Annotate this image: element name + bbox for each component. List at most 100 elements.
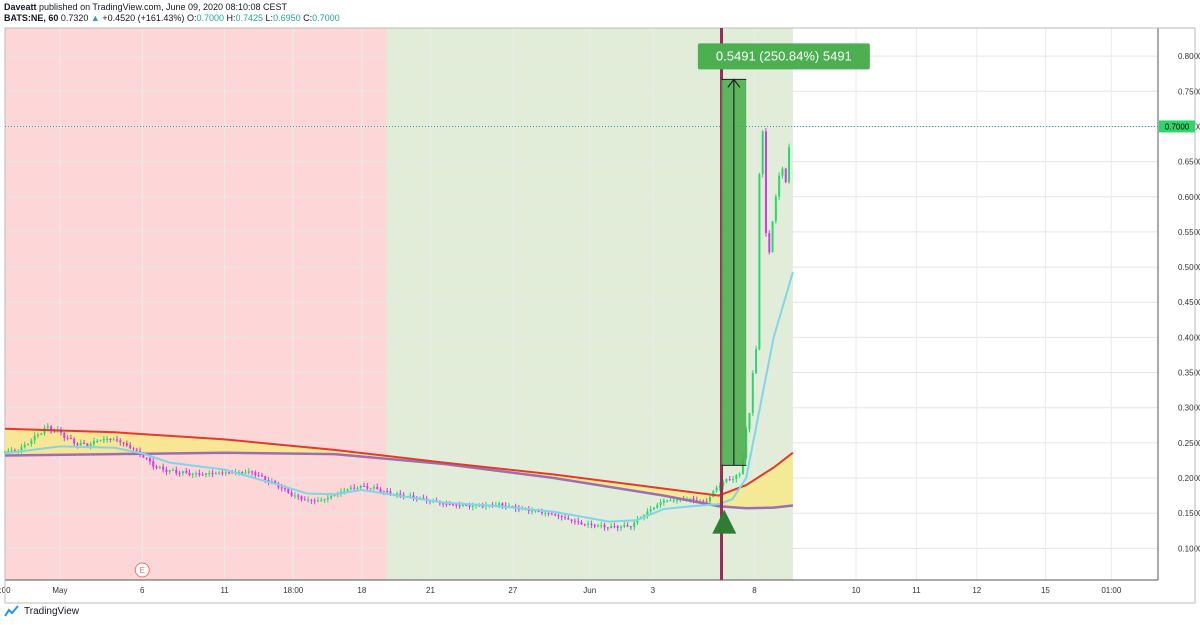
bear-zone <box>5 28 387 580</box>
candle-body <box>666 500 669 502</box>
earnings-marker-label: E <box>140 566 145 575</box>
candle-body <box>386 491 389 493</box>
candle-body <box>550 513 553 515</box>
candle-body <box>396 493 399 496</box>
publish-line: Daveatt published on TradingView.com, Ju… <box>4 2 340 13</box>
candle-body <box>771 221 774 253</box>
candle-body <box>382 491 385 493</box>
candle-body <box>728 479 731 481</box>
candle-body <box>616 526 619 528</box>
candle-body <box>33 435 36 441</box>
candle-body <box>89 444 92 447</box>
candle-body <box>676 499 679 501</box>
candle-body <box>224 472 227 474</box>
candle-body <box>369 488 372 490</box>
candle-body <box>379 489 382 492</box>
candle-body <box>303 499 306 501</box>
candle-body <box>735 475 738 480</box>
candle-body <box>452 504 455 506</box>
candle-body <box>297 495 300 497</box>
candle-body <box>511 506 514 508</box>
candle-body <box>92 441 95 445</box>
candle-body <box>702 500 705 502</box>
candle-body <box>458 505 461 507</box>
last-price: 0.7320 <box>60 13 89 23</box>
x-tick-label: 11 <box>220 586 229 595</box>
candle-body <box>629 526 632 528</box>
candle-body <box>96 440 99 442</box>
candle-body <box>741 457 744 475</box>
ema-slow-line <box>4 451 794 510</box>
close-value: 0.7000 <box>312 13 340 23</box>
candle-body <box>293 495 296 497</box>
candle-body <box>287 488 290 493</box>
candle-body <box>201 474 204 476</box>
candle-body <box>758 174 761 350</box>
chart-header: Daveatt published on TradingView.com, Ju… <box>4 2 340 24</box>
candle-body <box>122 442 125 444</box>
candle-body <box>76 443 79 446</box>
low-value: 0.6950 <box>273 13 301 23</box>
candle-body <box>455 504 458 506</box>
x-tick-label: 15 <box>1041 586 1050 595</box>
candle-body <box>36 434 39 436</box>
candle-body <box>537 510 540 513</box>
author-name[interactable]: Daveatt <box>4 2 37 12</box>
candle-body <box>784 168 787 183</box>
candle-body <box>300 496 303 500</box>
candle-body <box>280 487 283 489</box>
candle-body <box>135 449 138 451</box>
candle-body <box>353 487 356 489</box>
candle-body <box>715 487 718 491</box>
candle-body <box>129 445 132 449</box>
candle-body <box>142 454 145 458</box>
candle-body <box>573 520 576 522</box>
x-tick-label: 21 <box>426 586 435 595</box>
candle-body <box>313 500 316 502</box>
low-label: L: <box>265 13 274 23</box>
candle-body <box>204 473 207 475</box>
candle-body <box>195 473 198 475</box>
candle-body <box>570 519 573 521</box>
candle-body <box>567 518 570 520</box>
candle-body <box>46 426 49 428</box>
brand-name[interactable]: TradingView <box>24 605 80 617</box>
publish-info: published on TradingView.com, June 09, 2… <box>39 2 288 12</box>
candle-body <box>778 175 781 197</box>
candle-body <box>109 438 112 440</box>
candle-body <box>705 501 708 503</box>
candle-body <box>40 433 43 435</box>
candle-body <box>593 524 596 527</box>
candle-body <box>79 442 82 446</box>
ema-fast-line <box>4 271 794 523</box>
candle-body <box>73 438 76 444</box>
candle-body <box>501 503 504 506</box>
candle-body <box>106 438 109 440</box>
candle-body <box>251 471 254 473</box>
candle-body <box>656 504 659 508</box>
candle-body <box>181 471 184 474</box>
candle-body <box>781 168 784 176</box>
candle-body <box>547 512 550 514</box>
candle-body <box>165 469 168 472</box>
candle-body <box>718 485 721 488</box>
candle-body <box>389 491 392 495</box>
candle-body <box>333 494 336 497</box>
candle-body <box>626 525 629 527</box>
candle-body <box>198 473 201 475</box>
candle-body <box>461 504 464 506</box>
chart-frame <box>4 27 1196 604</box>
candle-body <box>310 499 313 501</box>
candle-body <box>662 500 665 503</box>
open-value: 0.7000 <box>196 13 224 23</box>
candle-body <box>316 500 319 502</box>
candle-body <box>63 432 66 438</box>
symbol-label[interactable]: BATS:NE, 60 <box>4 13 59 23</box>
candle-body <box>172 470 175 472</box>
candle-body <box>652 507 655 510</box>
